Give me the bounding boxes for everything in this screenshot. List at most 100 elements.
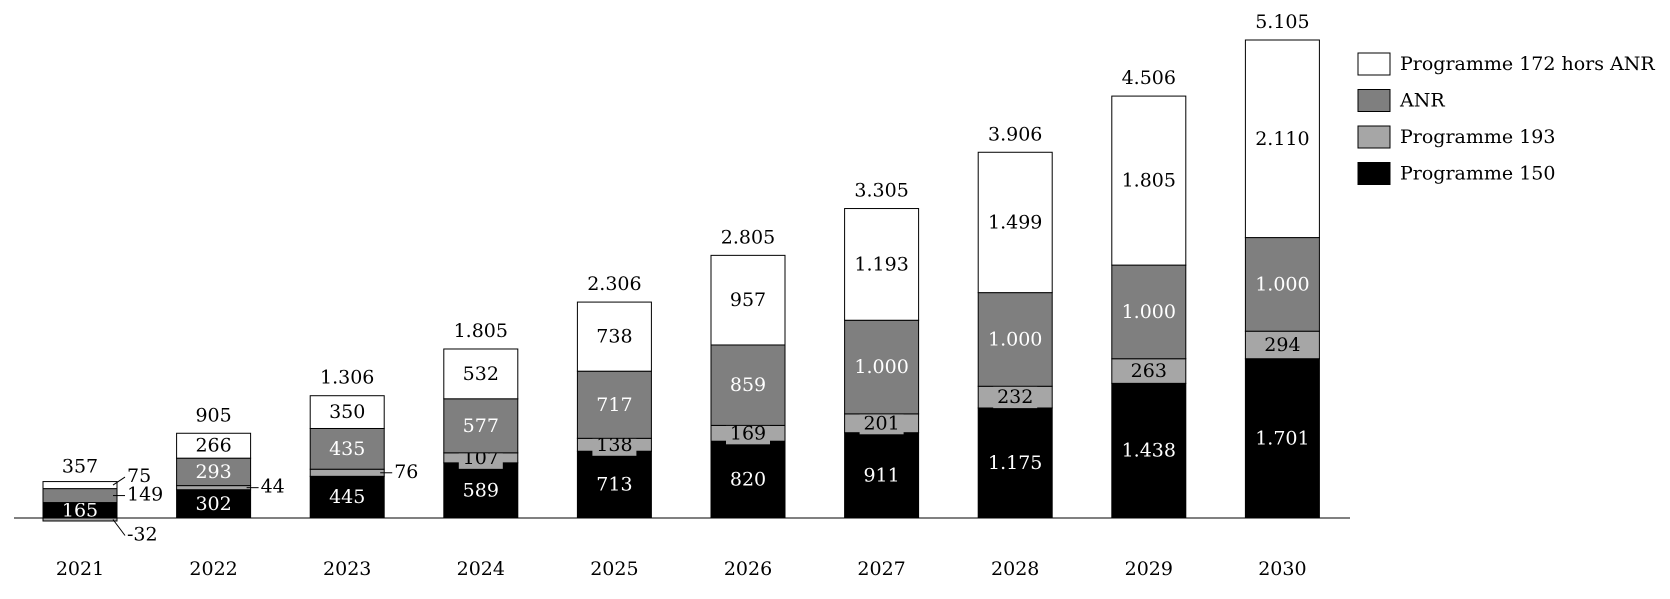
value-label: 1.000: [854, 356, 908, 378]
value-label: 1.701: [1255, 427, 1309, 449]
total-label: 2.805: [721, 226, 775, 248]
value-label: 294: [1264, 334, 1300, 356]
x-tick-label: 2023: [323, 558, 371, 580]
legend-label: ANR: [1399, 90, 1445, 112]
value-label: 717: [596, 394, 632, 416]
x-tick-label: 2024: [457, 558, 505, 580]
bar-segment: [710, 440, 786, 519]
x-tick-label: 2027: [857, 558, 905, 580]
x-tick-label: 2026: [724, 558, 772, 580]
bar-segment: [176, 457, 252, 487]
value-label: 532: [463, 363, 499, 385]
legend-swatch: [1357, 162, 1391, 185]
bar-segment: [309, 395, 385, 429]
value-label: 957: [730, 289, 766, 311]
bar-segment: [176, 485, 252, 491]
leader-line: [112, 476, 126, 486]
legend-label: Programme 193: [1400, 126, 1555, 148]
value-label: 201: [863, 412, 899, 434]
value-label: 911: [863, 464, 899, 486]
value-label: 1.438: [1122, 440, 1176, 462]
value-label: 266: [195, 435, 231, 457]
bar-segment: [443, 398, 519, 454]
value-label-box: [58, 499, 102, 522]
value-label: 232: [997, 386, 1033, 408]
total-label: 1.805: [454, 320, 508, 342]
value-label: 577: [463, 415, 499, 437]
bar-segment: [42, 488, 118, 504]
value-label: 1.499: [988, 211, 1042, 233]
total-label: 905: [195, 404, 231, 426]
bar-segment: [1244, 330, 1320, 360]
bar-segment: [977, 407, 1053, 519]
bar-segment: [844, 319, 920, 415]
value-label: 445: [329, 486, 365, 508]
value-label: 738: [596, 326, 632, 348]
bar-segment: [844, 432, 920, 519]
bar-segment: [1111, 95, 1187, 266]
value-label: 1.805: [1122, 170, 1176, 192]
bar-segment: [844, 208, 920, 321]
x-tick-label: 2029: [1125, 558, 1173, 580]
leader-line: [112, 519, 126, 536]
value-label: 263: [1131, 360, 1167, 382]
value-label: 1.000: [988, 328, 1042, 350]
total-label: 1.306: [320, 367, 374, 389]
bar-segment: [576, 450, 652, 519]
value-label: 76: [394, 461, 418, 483]
legend-label: Programme 172 hors ANR: [1400, 53, 1655, 75]
bar-segment: [1111, 382, 1187, 519]
bar-segment: [443, 348, 519, 400]
value-label-box: [993, 386, 1038, 409]
x-tick-label: 2028: [991, 558, 1039, 580]
bar-segment: [1244, 358, 1320, 519]
x-tick-label: 2030: [1258, 558, 1306, 580]
value-label: 293: [195, 461, 231, 483]
value-label: 859: [730, 374, 766, 396]
value-label-box: [592, 433, 637, 456]
bar-segment: [309, 468, 385, 477]
bar-segment: [1244, 39, 1320, 239]
legend-swatch: [1357, 52, 1391, 76]
value-label: 820: [730, 469, 766, 491]
x-tick-label: 2025: [590, 558, 638, 580]
value-label: 1.193: [854, 253, 908, 275]
value-label: 149: [127, 484, 163, 506]
bar-segment: [977, 292, 1053, 387]
legend-label: Programme 150: [1400, 163, 1555, 185]
value-label: 169: [730, 422, 766, 444]
bar-segment: [710, 344, 786, 426]
bar-segment: [309, 475, 385, 519]
value-label: 165: [62, 499, 98, 521]
value-label: 1.000: [1255, 273, 1309, 295]
total-label: 4.506: [1122, 67, 1176, 89]
bar-segment: [576, 370, 652, 439]
value-label-box: [859, 412, 904, 435]
bar-segment: [443, 462, 519, 519]
value-label: 138: [596, 434, 632, 456]
bar-segment: [309, 427, 385, 470]
total-label: 3.305: [854, 180, 908, 202]
total-label: 5.105: [1255, 11, 1309, 33]
bar-segment: [710, 254, 786, 346]
value-label: 350: [329, 401, 365, 423]
value-label: 1.000: [1122, 301, 1176, 323]
bar-segment: [1111, 358, 1187, 384]
total-label: 3.906: [988, 123, 1042, 145]
legend-swatch: [1357, 89, 1391, 112]
x-tick-label: 2021: [56, 558, 104, 580]
bar-segment: [977, 151, 1053, 294]
value-label: 589: [463, 479, 499, 501]
bar-segment: [576, 301, 652, 372]
x-tick-label: 2022: [189, 558, 237, 580]
value-label: 1.175: [988, 452, 1042, 474]
value-label: 435: [329, 438, 365, 460]
value-label: 713: [596, 474, 632, 496]
value-label: 302: [195, 493, 231, 515]
bar-segment: [176, 432, 252, 459]
total-label: 357: [62, 456, 98, 478]
bar-segment: [42, 481, 118, 490]
value-label: -32: [127, 523, 158, 545]
